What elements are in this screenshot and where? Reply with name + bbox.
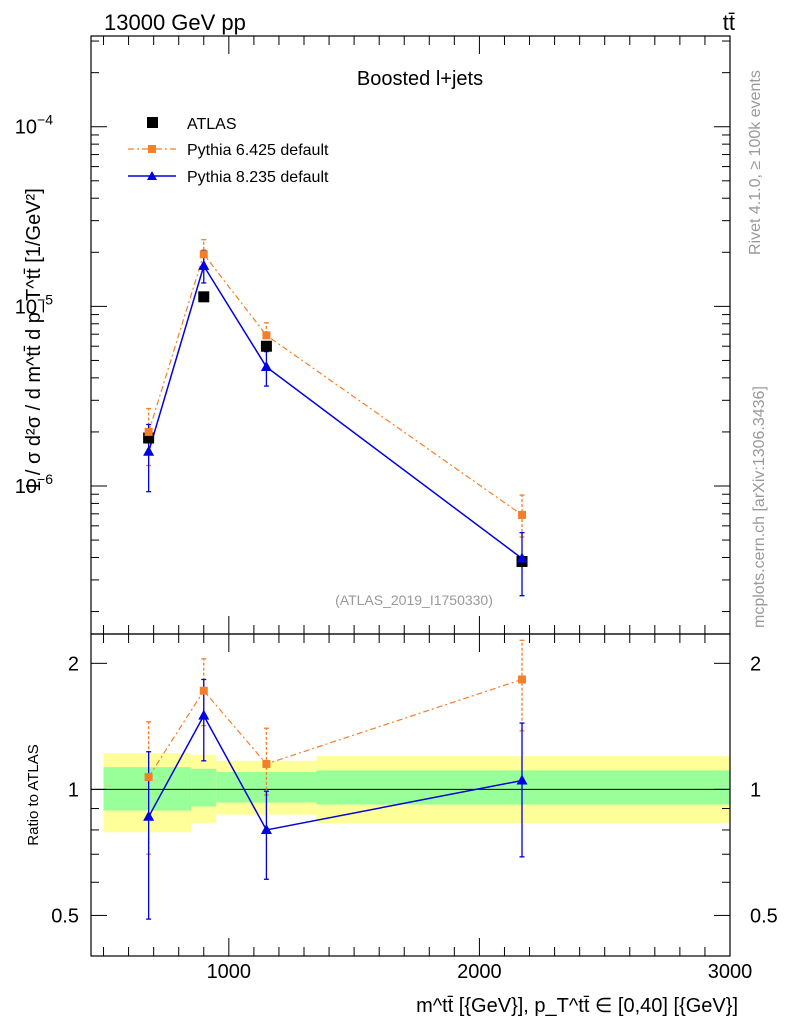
pythia6-point: [199, 250, 208, 259]
ratio-y-tick-label-right: 1: [750, 779, 761, 801]
main-y-tick-label: 10−6: [15, 471, 53, 498]
pythia6-ratio-point: [518, 675, 527, 684]
main-x-ticks: [103, 36, 731, 634]
main-y-axis-label: 1 / σ d²σ / d m^tt̄ d p_T^tt̄ [1/GeV²]: [23, 188, 45, 492]
series-line-pythia8: [147, 264, 523, 560]
legend-marker-pythia6: [148, 145, 156, 153]
pythia8-point: [198, 259, 210, 270]
header-energy-label: 13000 GeV pp: [104, 10, 246, 35]
pythia6-point: [518, 510, 527, 519]
rivet-version-label: Rivet 4.1.0, ≥ 100k events: [747, 70, 764, 255]
main-y-tick-label: 10−4: [15, 112, 53, 139]
pythia6-point: [262, 331, 271, 340]
ratio-line-pythia6: [148, 678, 523, 778]
pythia6-ratio-point: [199, 686, 208, 695]
legend-label-pythia6: Pythia 6.425 default: [187, 142, 329, 159]
ratio-band-inner: [191, 768, 217, 807]
pythia6-point: [144, 427, 153, 436]
ratio-y-tick-label: 0.5: [51, 905, 79, 927]
pythia8-point: [260, 360, 272, 371]
mcplots-label: mcplots.cern.ch [arXiv:1306.3436]: [751, 386, 768, 628]
ratio-y-tick-label: 1: [68, 779, 79, 801]
series-line-pythia6: [148, 252, 523, 516]
ratio-y-tick-label-right: 2: [750, 653, 761, 675]
header-process-label: tt̄: [723, 10, 735, 35]
pythia8-ratio-point: [260, 823, 272, 834]
x-tick-label: 3000: [708, 961, 753, 983]
pythia8-ratio-point: [198, 709, 210, 720]
legend: ATLAS Pythia 6.425 default Pythia 8.235 …: [128, 116, 329, 186]
legend-label-atlas: ATLAS: [187, 116, 237, 133]
main-panel: 10−6 10−5 10−4: [15, 35, 731, 635]
main-plot-content: [143, 239, 528, 597]
ratio-panel: 0.5 0.5 1 1 2 2 1000 2000 3000: [51, 633, 778, 983]
pythia6-ratio-point: [144, 773, 153, 782]
pythia8-ratio-point: [143, 810, 155, 821]
chart-title: Boosted l+jets: [357, 68, 483, 90]
atlas-data-point: [143, 432, 155, 444]
pythia8-ratio-point: [516, 774, 528, 785]
atlas-data-point: [260, 340, 272, 352]
ratio-x-ticks: 1000 2000 3000: [103, 634, 753, 983]
analysis-label: (ATLAS_2019_I1750330): [335, 592, 493, 608]
ratio-y-axis-label: Ratio to ATLAS: [25, 744, 42, 845]
ratio-y-axis-label-text: Ratio to ATLAS: [25, 744, 42, 845]
main-y-axis-label-text: 1 / σ d²σ / d m^tt̄ d p_T^tt̄ [1/GeV²]: [23, 188, 45, 492]
ratio-y-tick-label: 2: [68, 653, 79, 675]
legend-marker-pythia8: [147, 171, 157, 180]
ratio-bands: [91, 753, 730, 833]
x-tick-label: 2000: [457, 961, 502, 983]
ratio-band-inner: [316, 770, 730, 805]
x-tick-label: 1000: [207, 961, 252, 983]
legend-marker-atlas: [147, 117, 158, 128]
main-y-ticks: 10−6 10−5 10−4: [15, 40, 730, 613]
ratio-frame: [90, 633, 731, 957]
x-axis-label: m^tt̄ [{GeV}], p_T^tt̄ ∈ [0,40] [{GeV}]: [416, 995, 738, 1017]
main-y-tick-label: 10−5: [15, 291, 53, 318]
ratio-y-tick-label-right: 0.5: [750, 905, 778, 927]
pythia8-point: [516, 552, 528, 563]
legend-label-pythia8: Pythia 8.235 default: [187, 169, 329, 186]
ratio-y-ticks: 0.5 0.5 1 1 2 2: [51, 653, 778, 927]
pythia8-point: [143, 445, 155, 456]
ratio-line-pythia8: [147, 714, 523, 831]
atlas-data-point: [198, 291, 210, 303]
ratio-plot-content: [143, 639, 528, 920]
pythia6-ratio-point: [262, 759, 271, 768]
